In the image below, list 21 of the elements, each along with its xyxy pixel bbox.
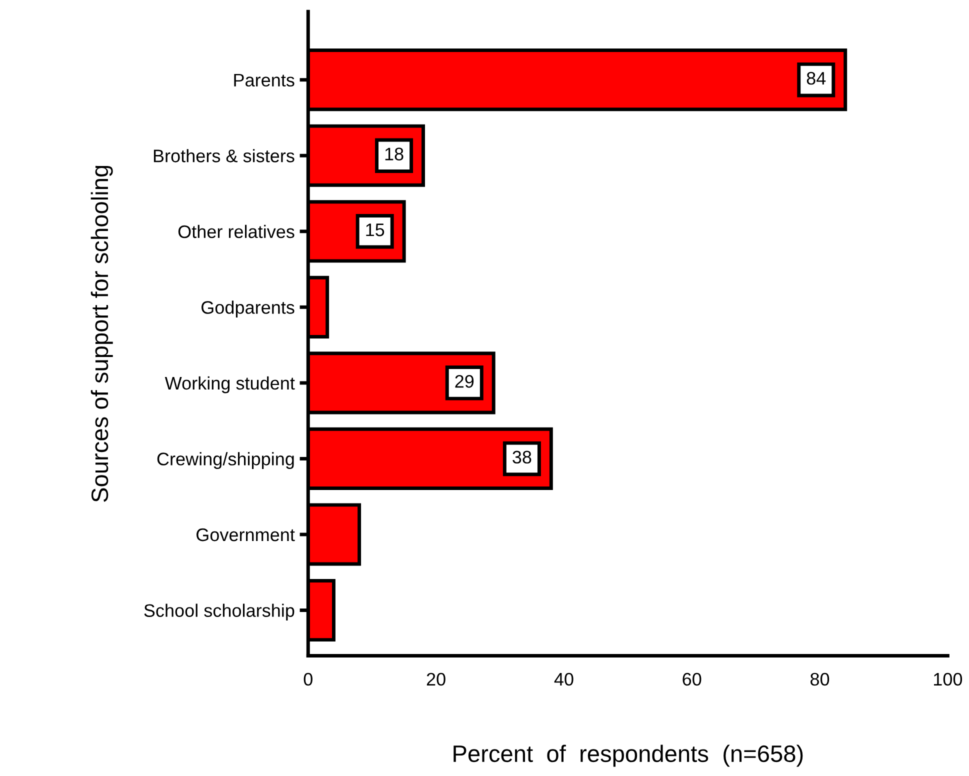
x-tick-label: 80 xyxy=(810,672,830,686)
x-tick-label: 40 xyxy=(554,672,574,686)
data-label: 29 xyxy=(455,374,474,388)
y-tick-label: School scholarship xyxy=(144,604,294,621)
y-tick-label: Godparents xyxy=(202,300,294,318)
y-tick-label: Brothers & sisters xyxy=(154,149,294,162)
data-label: 18 xyxy=(385,148,404,160)
x-tick-label: 0 xyxy=(304,672,312,686)
data-label: 38 xyxy=(512,450,532,464)
x-tick-label: 60 xyxy=(682,672,702,686)
y-tick-label: Parents xyxy=(234,74,294,87)
y-tick-label: Working student xyxy=(164,376,295,394)
data-label: 84 xyxy=(806,72,826,85)
y-tick-label: Government xyxy=(196,528,295,542)
y-axis-title: Sources of support for schooling xyxy=(90,166,113,502)
x-tick-label: 20 xyxy=(426,672,446,686)
data-label: 15 xyxy=(366,224,384,236)
x-tick-label: 100 xyxy=(934,672,962,686)
x-axis-title: Percent of respondents (n=658) xyxy=(454,744,803,767)
y-tick-label: Other relatives xyxy=(178,224,294,238)
y-tick-label: Crewing/shipping xyxy=(157,452,294,469)
